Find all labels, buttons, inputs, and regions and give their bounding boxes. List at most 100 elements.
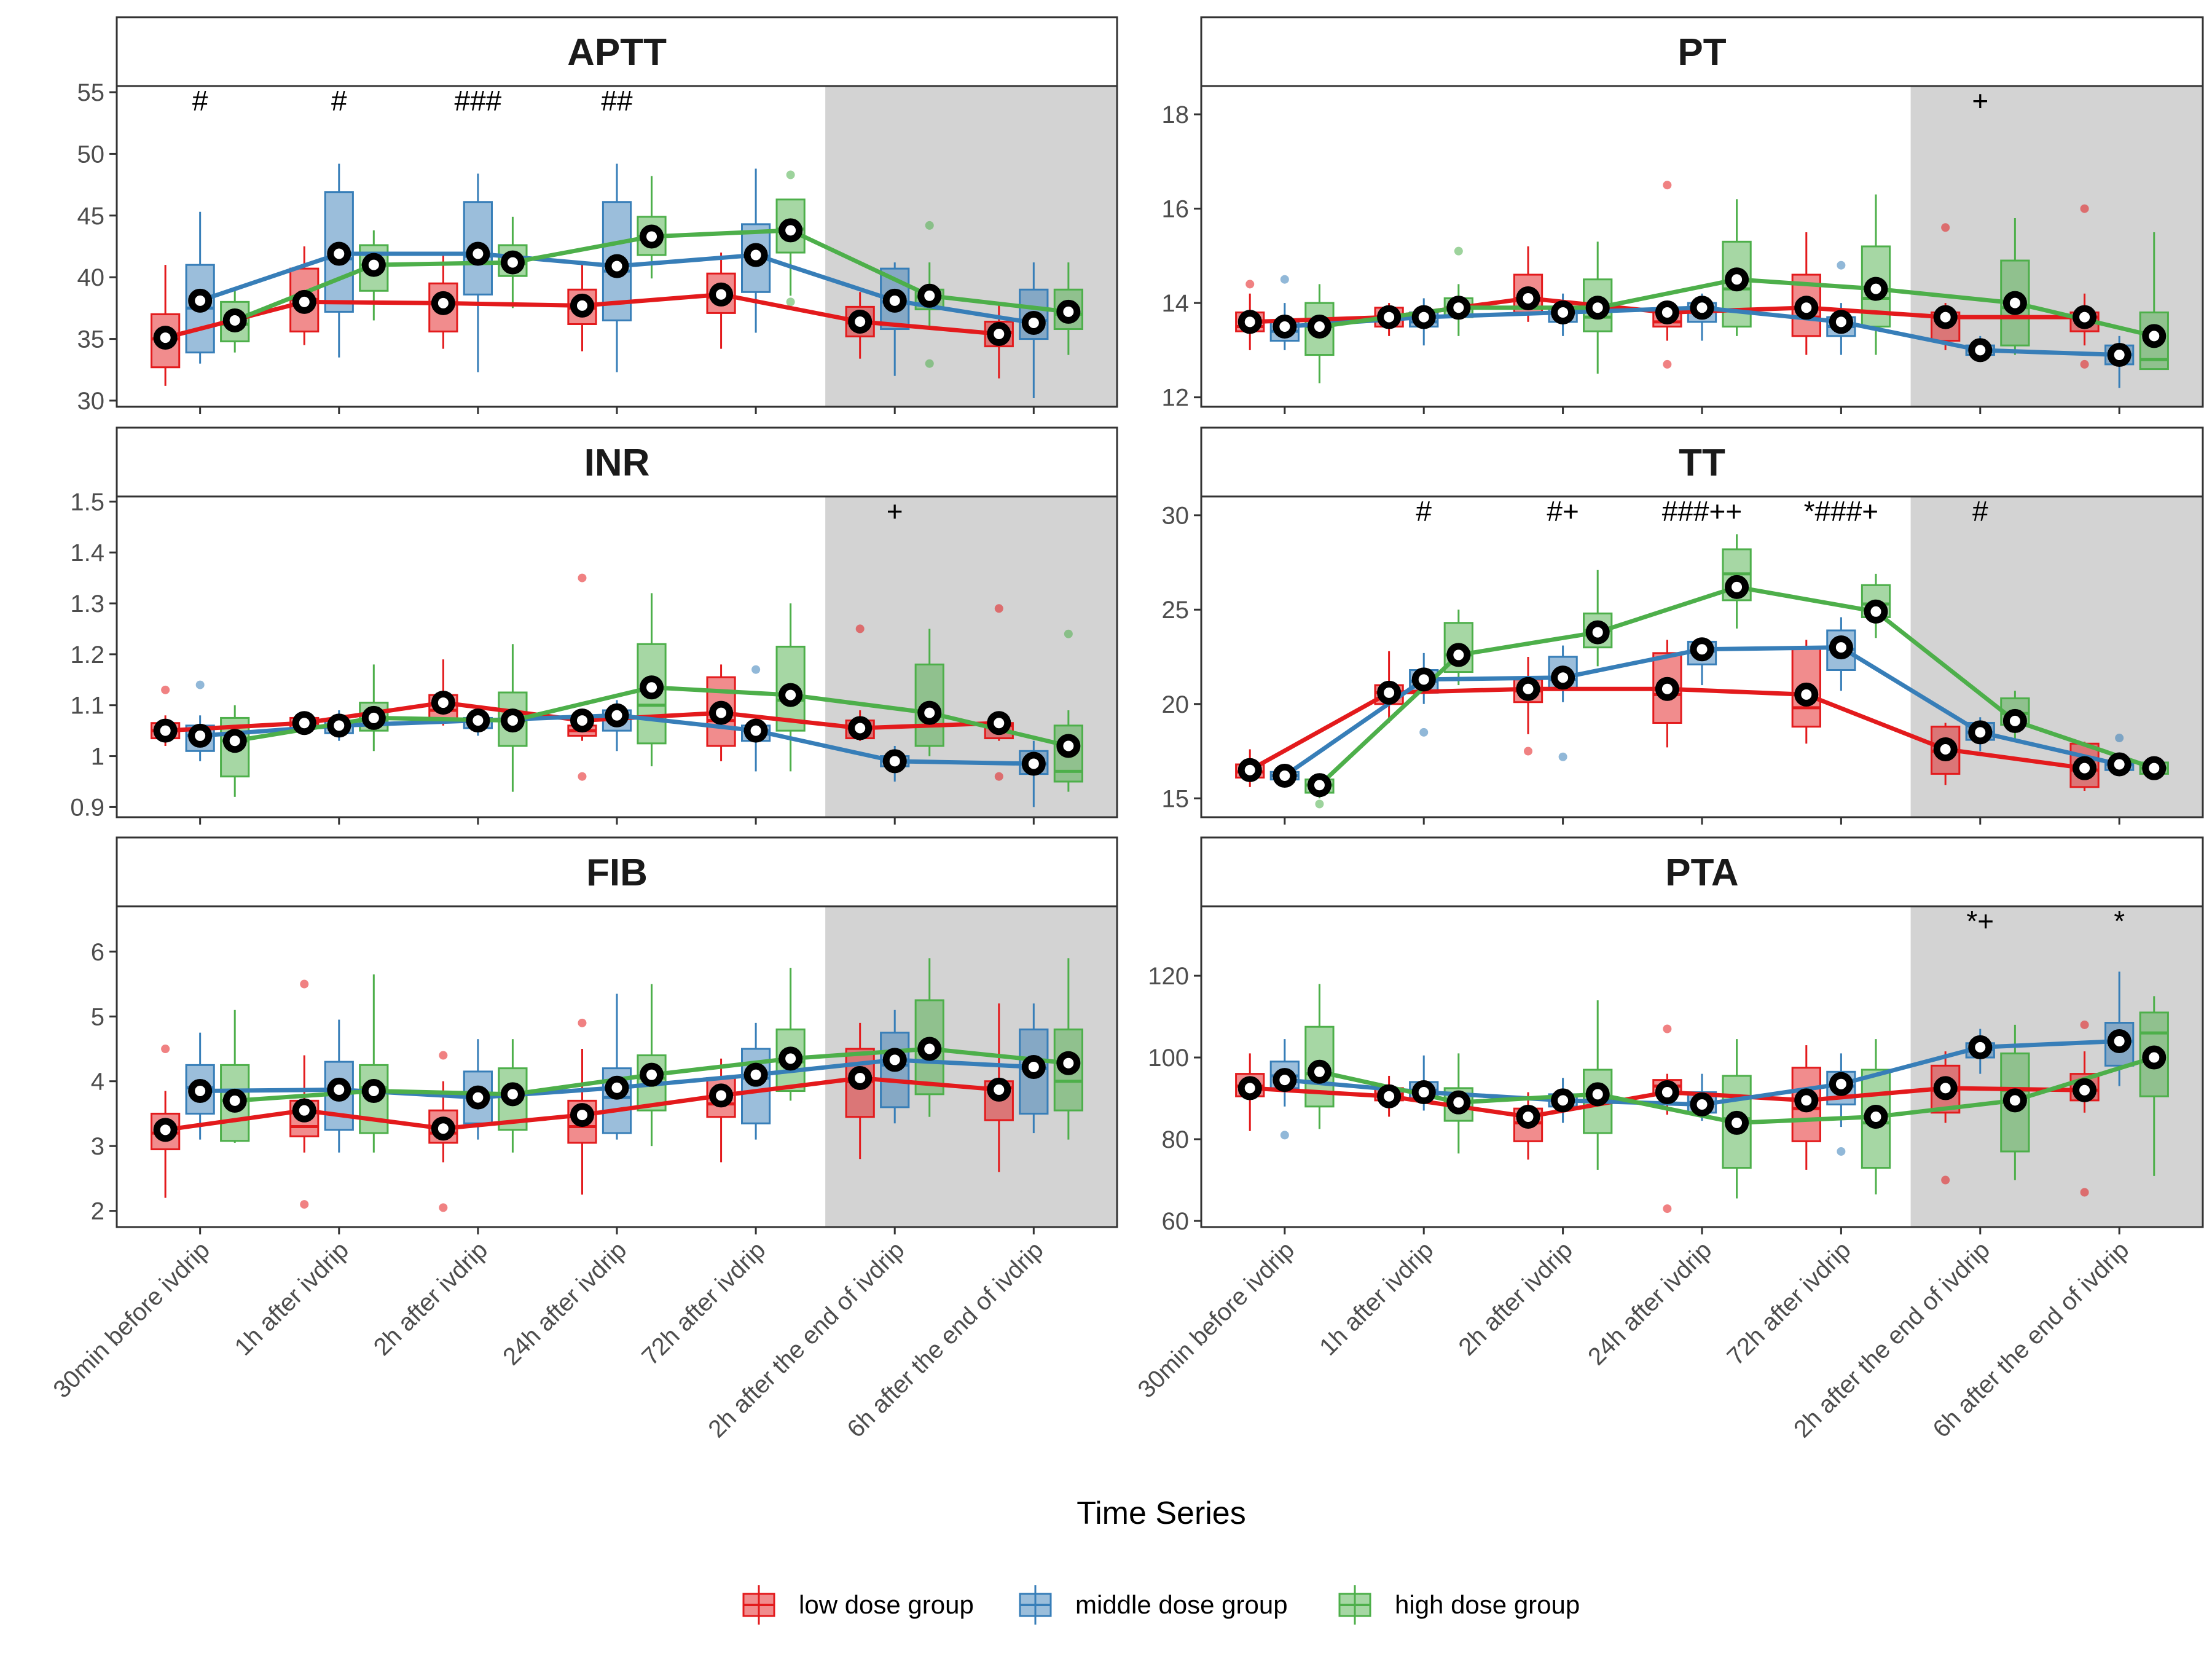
mean-point xyxy=(1056,734,1081,758)
mean-point xyxy=(153,326,178,350)
mean-point xyxy=(500,250,525,275)
mean-point xyxy=(292,1098,316,1123)
mean-point xyxy=(709,700,734,725)
mean-point xyxy=(327,241,351,266)
mean-point xyxy=(222,1088,247,1113)
panel-inr: INR 0.9 1 1.1 1.2 1.3 1.4 1.5 + xyxy=(70,426,1118,825)
y-tick-label: 1.3 xyxy=(70,590,104,618)
significance-label: + xyxy=(887,495,903,527)
outlier-point xyxy=(925,221,934,230)
mean-point xyxy=(1021,751,1046,776)
y-tick-label: 40 xyxy=(77,264,105,291)
outlier-point xyxy=(439,1051,448,1060)
outlier-point xyxy=(994,604,1003,613)
facet-title: INR xyxy=(584,442,650,484)
mean-point xyxy=(1411,667,1436,692)
outlier-point xyxy=(578,772,587,781)
mean-point xyxy=(1968,720,1993,745)
mean-point xyxy=(570,1103,594,1128)
outlier-point xyxy=(161,1045,170,1053)
legend-item: high dose group xyxy=(1338,1585,1580,1625)
mean-point xyxy=(1446,296,1471,320)
mean-point xyxy=(1516,286,1540,310)
x-tick-label: 2h after ivdrip xyxy=(1453,1236,1577,1360)
facet-strip xyxy=(1200,426,2204,498)
mean-point xyxy=(779,1046,803,1071)
significance-label: *###+ xyxy=(1804,495,1879,527)
outlier-point xyxy=(1315,799,1324,809)
mean-point xyxy=(327,713,351,738)
y-tick-label: 120 xyxy=(1148,963,1189,990)
y-tick-label: 25 xyxy=(1162,597,1190,624)
mean-point xyxy=(431,1116,455,1141)
y-tick-label: 5 xyxy=(91,1003,104,1030)
mean-point xyxy=(640,1062,664,1087)
panel-border xyxy=(116,905,1118,1228)
y-tick-label: 15 xyxy=(1162,785,1190,812)
mean-point xyxy=(188,1079,213,1104)
mean-point xyxy=(1864,1104,1888,1129)
mean-point xyxy=(2107,1029,2132,1053)
mean-point xyxy=(2073,305,2097,329)
outlier-point xyxy=(2080,359,2089,369)
mean-point xyxy=(1690,637,1714,662)
mean-point xyxy=(1307,1059,1332,1084)
mean-point xyxy=(1056,299,1081,324)
mean-point xyxy=(466,1085,490,1110)
x-tick-label: 2h after ivdrip xyxy=(369,1236,493,1360)
outlier-point xyxy=(1837,261,1846,270)
mean-point xyxy=(1864,599,1888,624)
panel-border xyxy=(116,85,1118,408)
outlier-point xyxy=(439,1203,448,1212)
mean-point xyxy=(1829,635,1853,660)
outlier-point xyxy=(1245,280,1255,289)
mean-point xyxy=(917,700,942,725)
panel-pt: PT 12 14 16 18 + xyxy=(1162,16,2204,414)
panel-border xyxy=(1200,495,2204,818)
mean-point xyxy=(709,1083,734,1108)
mean-point xyxy=(2073,1078,2097,1102)
mean-point xyxy=(743,1062,768,1087)
mean-point xyxy=(500,708,525,733)
legend-label: high dose group xyxy=(1395,1590,1580,1619)
x-tick-label: 30min before ivdrip xyxy=(1133,1236,1300,1403)
outlier-point xyxy=(1663,181,1672,190)
mean-point xyxy=(743,243,768,267)
mean-point xyxy=(1237,758,1262,782)
mean-point xyxy=(882,1048,907,1072)
y-tick-label: 1.1 xyxy=(70,692,104,720)
mean-point xyxy=(466,241,490,266)
mean-point xyxy=(1516,677,1540,701)
mean-point xyxy=(431,691,455,715)
mean-point xyxy=(1794,1088,1819,1113)
facet-title: PTA xyxy=(1665,852,1738,894)
outlier-point xyxy=(195,680,205,689)
mean-point xyxy=(1307,773,1332,798)
y-tick-label: 100 xyxy=(1148,1045,1189,1072)
x-tick-label: 30min before ivdrip xyxy=(48,1236,215,1403)
mean-point xyxy=(222,729,247,753)
mean-point xyxy=(431,291,455,315)
facet-strip xyxy=(1200,16,2204,87)
significance-label: ## xyxy=(601,85,633,117)
panel-border xyxy=(1200,905,2204,1228)
mean-point xyxy=(570,293,594,318)
y-tick-label: 4 xyxy=(91,1069,104,1096)
y-tick-label: 30 xyxy=(1162,503,1190,530)
mean-point xyxy=(1411,305,1436,329)
mean-point xyxy=(188,723,213,748)
significance-label: * xyxy=(2114,905,2125,937)
mean-point xyxy=(2002,291,2027,315)
mean-point xyxy=(2002,708,2027,733)
facet-title: FIB xyxy=(586,852,648,894)
mean-point xyxy=(1794,682,1819,707)
mean-point xyxy=(222,308,247,332)
facet-strip xyxy=(116,426,1118,498)
legend-label: low dose group xyxy=(799,1590,974,1619)
mean-point xyxy=(1516,1104,1540,1129)
outlier-point xyxy=(300,979,309,989)
mean-point xyxy=(779,218,803,243)
panel-pta: PTA 60 80 100 120 *+ * xyxy=(1148,836,2204,1235)
x-tick-label: 1h after ivdrip xyxy=(1314,1236,1438,1360)
